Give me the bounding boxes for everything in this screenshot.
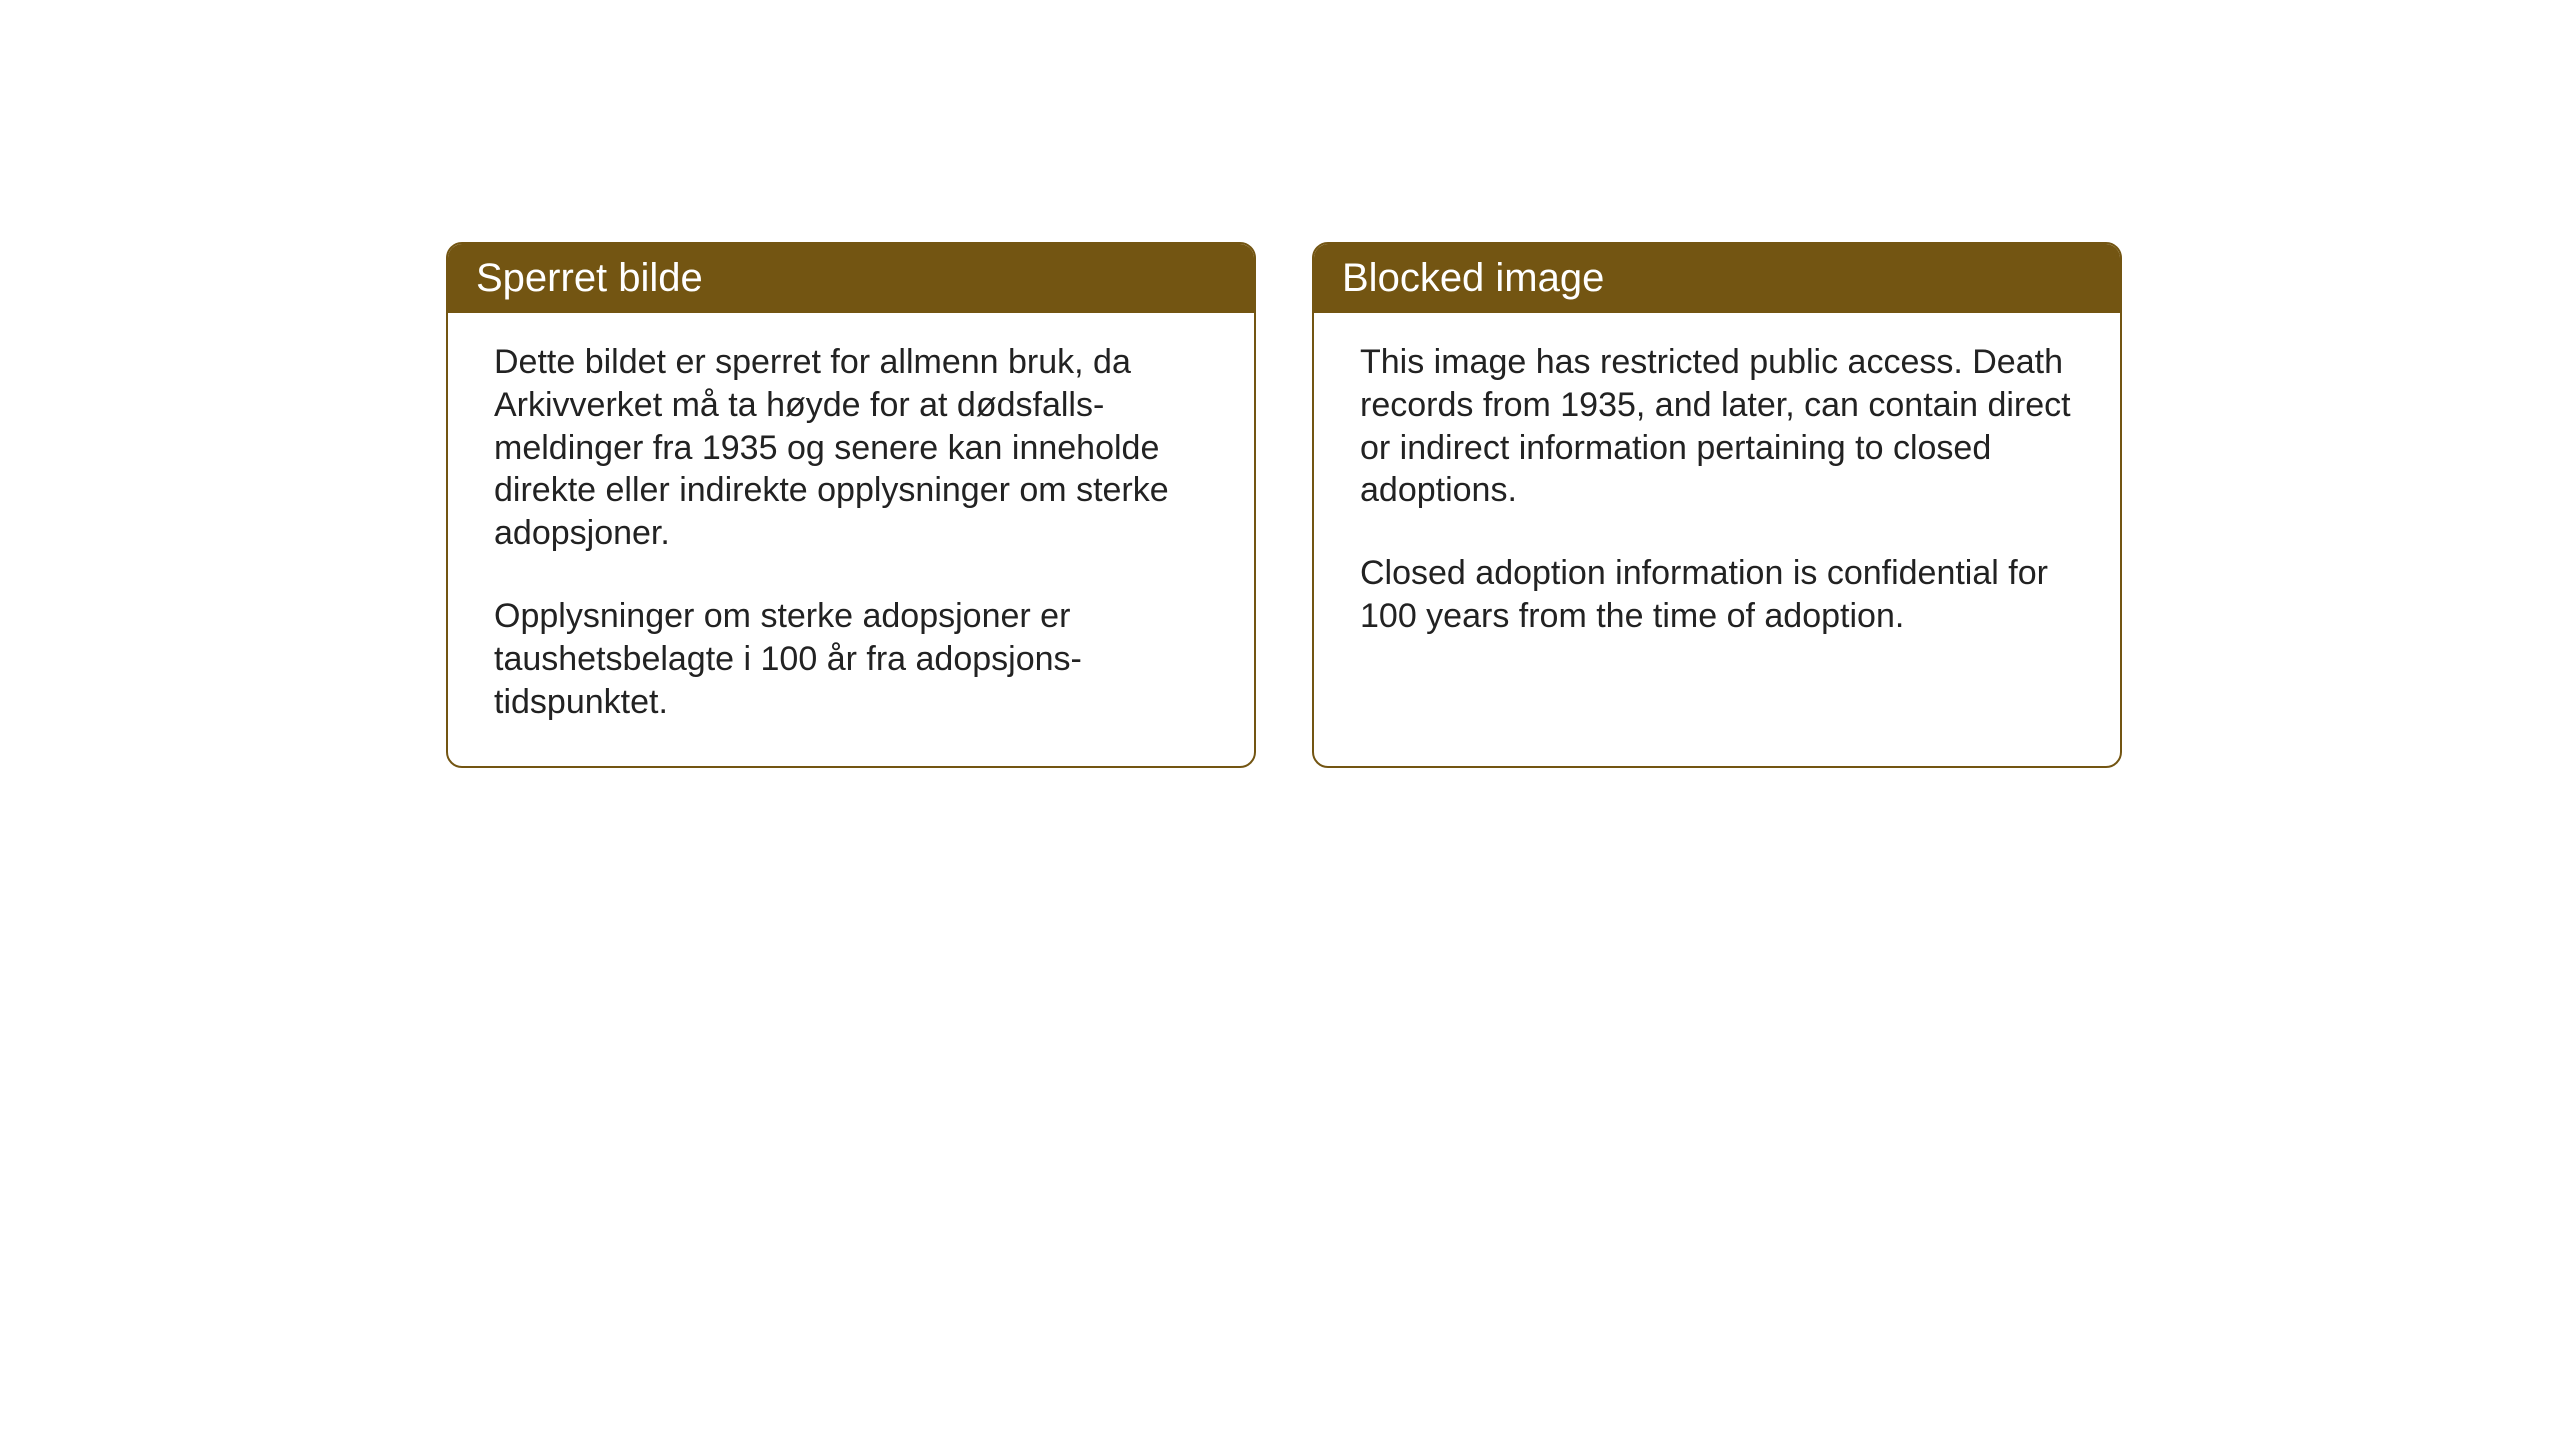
card-english-paragraph-2: Closed adoption information is confident… xyxy=(1360,552,2074,638)
card-norwegian-header: Sperret bilde xyxy=(448,244,1254,313)
card-english-header: Blocked image xyxy=(1314,244,2120,313)
card-english-paragraph-1: This image has restricted public access.… xyxy=(1360,341,2074,512)
cards-container: Sperret bilde Dette bildet er sperret fo… xyxy=(446,242,2122,768)
card-english: Blocked image This image has restricted … xyxy=(1312,242,2122,768)
card-norwegian: Sperret bilde Dette bildet er sperret fo… xyxy=(446,242,1256,768)
card-english-body: This image has restricted public access.… xyxy=(1314,313,2120,680)
card-norwegian-paragraph-2: Opplysninger om sterke adopsjoner er tau… xyxy=(494,595,1208,723)
card-norwegian-paragraph-1: Dette bildet er sperret for allmenn bruk… xyxy=(494,341,1208,555)
card-norwegian-body: Dette bildet er sperret for allmenn bruk… xyxy=(448,313,1254,766)
